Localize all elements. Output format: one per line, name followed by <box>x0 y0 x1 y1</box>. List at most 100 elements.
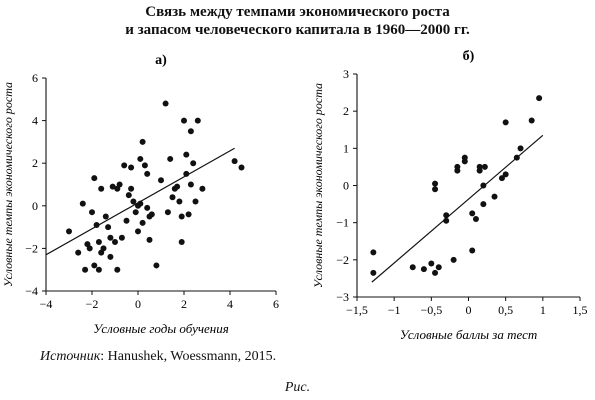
scatter-point <box>528 117 535 124</box>
y-axis-title: Условные темпы экономического роста <box>1 82 15 287</box>
x-tick-label: −0,5 <box>420 303 442 317</box>
scatter-point <box>190 160 197 167</box>
scatter-point <box>114 266 121 273</box>
scatter-point <box>174 183 181 190</box>
scatter-point <box>238 164 245 171</box>
scatter-point <box>146 236 153 243</box>
scatter-point <box>109 183 116 190</box>
scatter-point <box>199 185 206 192</box>
y-axis-title: Условные темпы экономического роста <box>311 83 325 288</box>
scatter-point <box>89 209 95 216</box>
x-tick-label: −1,5 <box>346 303 368 317</box>
scatter-point <box>100 245 107 252</box>
scatter-point <box>178 213 185 220</box>
scatter-point <box>158 177 164 184</box>
x-tick-label: 0 <box>466 303 472 317</box>
figure-caption: Рис. <box>284 380 311 395</box>
scatter-point <box>139 219 146 226</box>
scatter-point <box>409 264 416 271</box>
scatter-point <box>480 201 487 208</box>
scatter-point <box>107 234 114 241</box>
source-text: : Hanushek, Woessmann, 2015. <box>100 349 277 364</box>
scatter-point <box>491 193 498 200</box>
source-note: Источник: Hanushek, Woessmann, 2015. <box>40 349 276 365</box>
scatter-point <box>231 158 238 165</box>
scatter-point <box>91 262 98 269</box>
y-tick-label: 0 <box>32 199 38 213</box>
scatter-point <box>187 128 194 135</box>
y-tick-label: 2 <box>32 156 38 170</box>
scatter-point <box>420 266 427 273</box>
x-tick-label: 1 <box>540 303 546 317</box>
scatter-point <box>167 155 174 162</box>
scatter-point <box>107 253 114 260</box>
scatter-point <box>461 158 468 165</box>
scatter-point <box>137 200 144 207</box>
scatter-point <box>469 210 476 217</box>
scatter-point <box>480 182 487 189</box>
scatter-point <box>116 181 123 188</box>
x-axis-title: Условные баллы за тест <box>400 327 538 342</box>
scatter-point <box>128 185 135 192</box>
scatter-point <box>370 269 377 276</box>
y-tick-label: 2 <box>343 104 349 118</box>
regression-line <box>371 134 544 283</box>
scatter-point <box>130 198 137 205</box>
scatter-point <box>102 213 109 220</box>
scatter-point <box>454 163 461 170</box>
scatter-point <box>66 228 72 235</box>
y-tick-label: −2 <box>25 241 38 255</box>
x-axis-title: Условные годы обучения <box>93 321 229 336</box>
scatter-point <box>443 212 450 219</box>
scatter-point <box>176 198 183 205</box>
scatter-point <box>95 266 102 273</box>
scatter-point <box>169 194 176 201</box>
y-tick-label: 6 <box>32 71 38 85</box>
scatter-point <box>481 163 488 170</box>
scatter-point <box>162 100 169 107</box>
scatter-point <box>183 151 190 158</box>
scatter-point <box>86 245 93 252</box>
scatter-point <box>469 247 476 254</box>
y-tick-label: −4 <box>25 284 38 298</box>
scatter-point <box>476 163 483 170</box>
scatter-point <box>178 239 185 246</box>
scatter-point <box>498 175 505 182</box>
x-tick-label: 6 <box>273 297 279 311</box>
scatter-point <box>112 239 118 246</box>
scatter-point <box>181 117 187 124</box>
x-tick-label: −2 <box>86 297 99 311</box>
y-tick-label: 3 <box>343 67 349 81</box>
scatter-point <box>432 269 439 276</box>
scatter-point <box>502 119 509 126</box>
scatter-point <box>139 138 146 145</box>
y-tick-label: −2 <box>336 253 349 267</box>
scatter-point <box>194 117 201 124</box>
scatter-point <box>164 209 171 216</box>
scatter-point <box>128 164 135 171</box>
scatter-point <box>192 198 199 205</box>
panel-label: а) <box>155 53 167 68</box>
scatter-point <box>432 180 439 187</box>
scatter-point <box>98 185 105 192</box>
scatter-point <box>153 262 160 269</box>
panel-label: б) <box>463 49 475 64</box>
scatter-point <box>536 95 543 102</box>
scatter-point <box>443 217 450 224</box>
x-tick-label: −1 <box>388 303 401 317</box>
scatter-point <box>105 224 112 231</box>
scatter-point <box>148 211 155 218</box>
scatter-point <box>185 211 192 218</box>
scatter-point <box>435 264 442 271</box>
scatter-point <box>93 221 100 228</box>
scatter-point <box>75 249 82 256</box>
scatter-point <box>144 204 151 211</box>
scatter-point <box>79 200 86 207</box>
y-tick-label: −1 <box>336 216 349 230</box>
x-tick-label: 1,5 <box>573 303 588 317</box>
figure-title-line-1: Связь между темпами экономического роста <box>145 4 450 20</box>
source-label: Источник <box>40 349 101 364</box>
scatter-point <box>135 228 141 235</box>
scatter-point <box>513 154 520 161</box>
